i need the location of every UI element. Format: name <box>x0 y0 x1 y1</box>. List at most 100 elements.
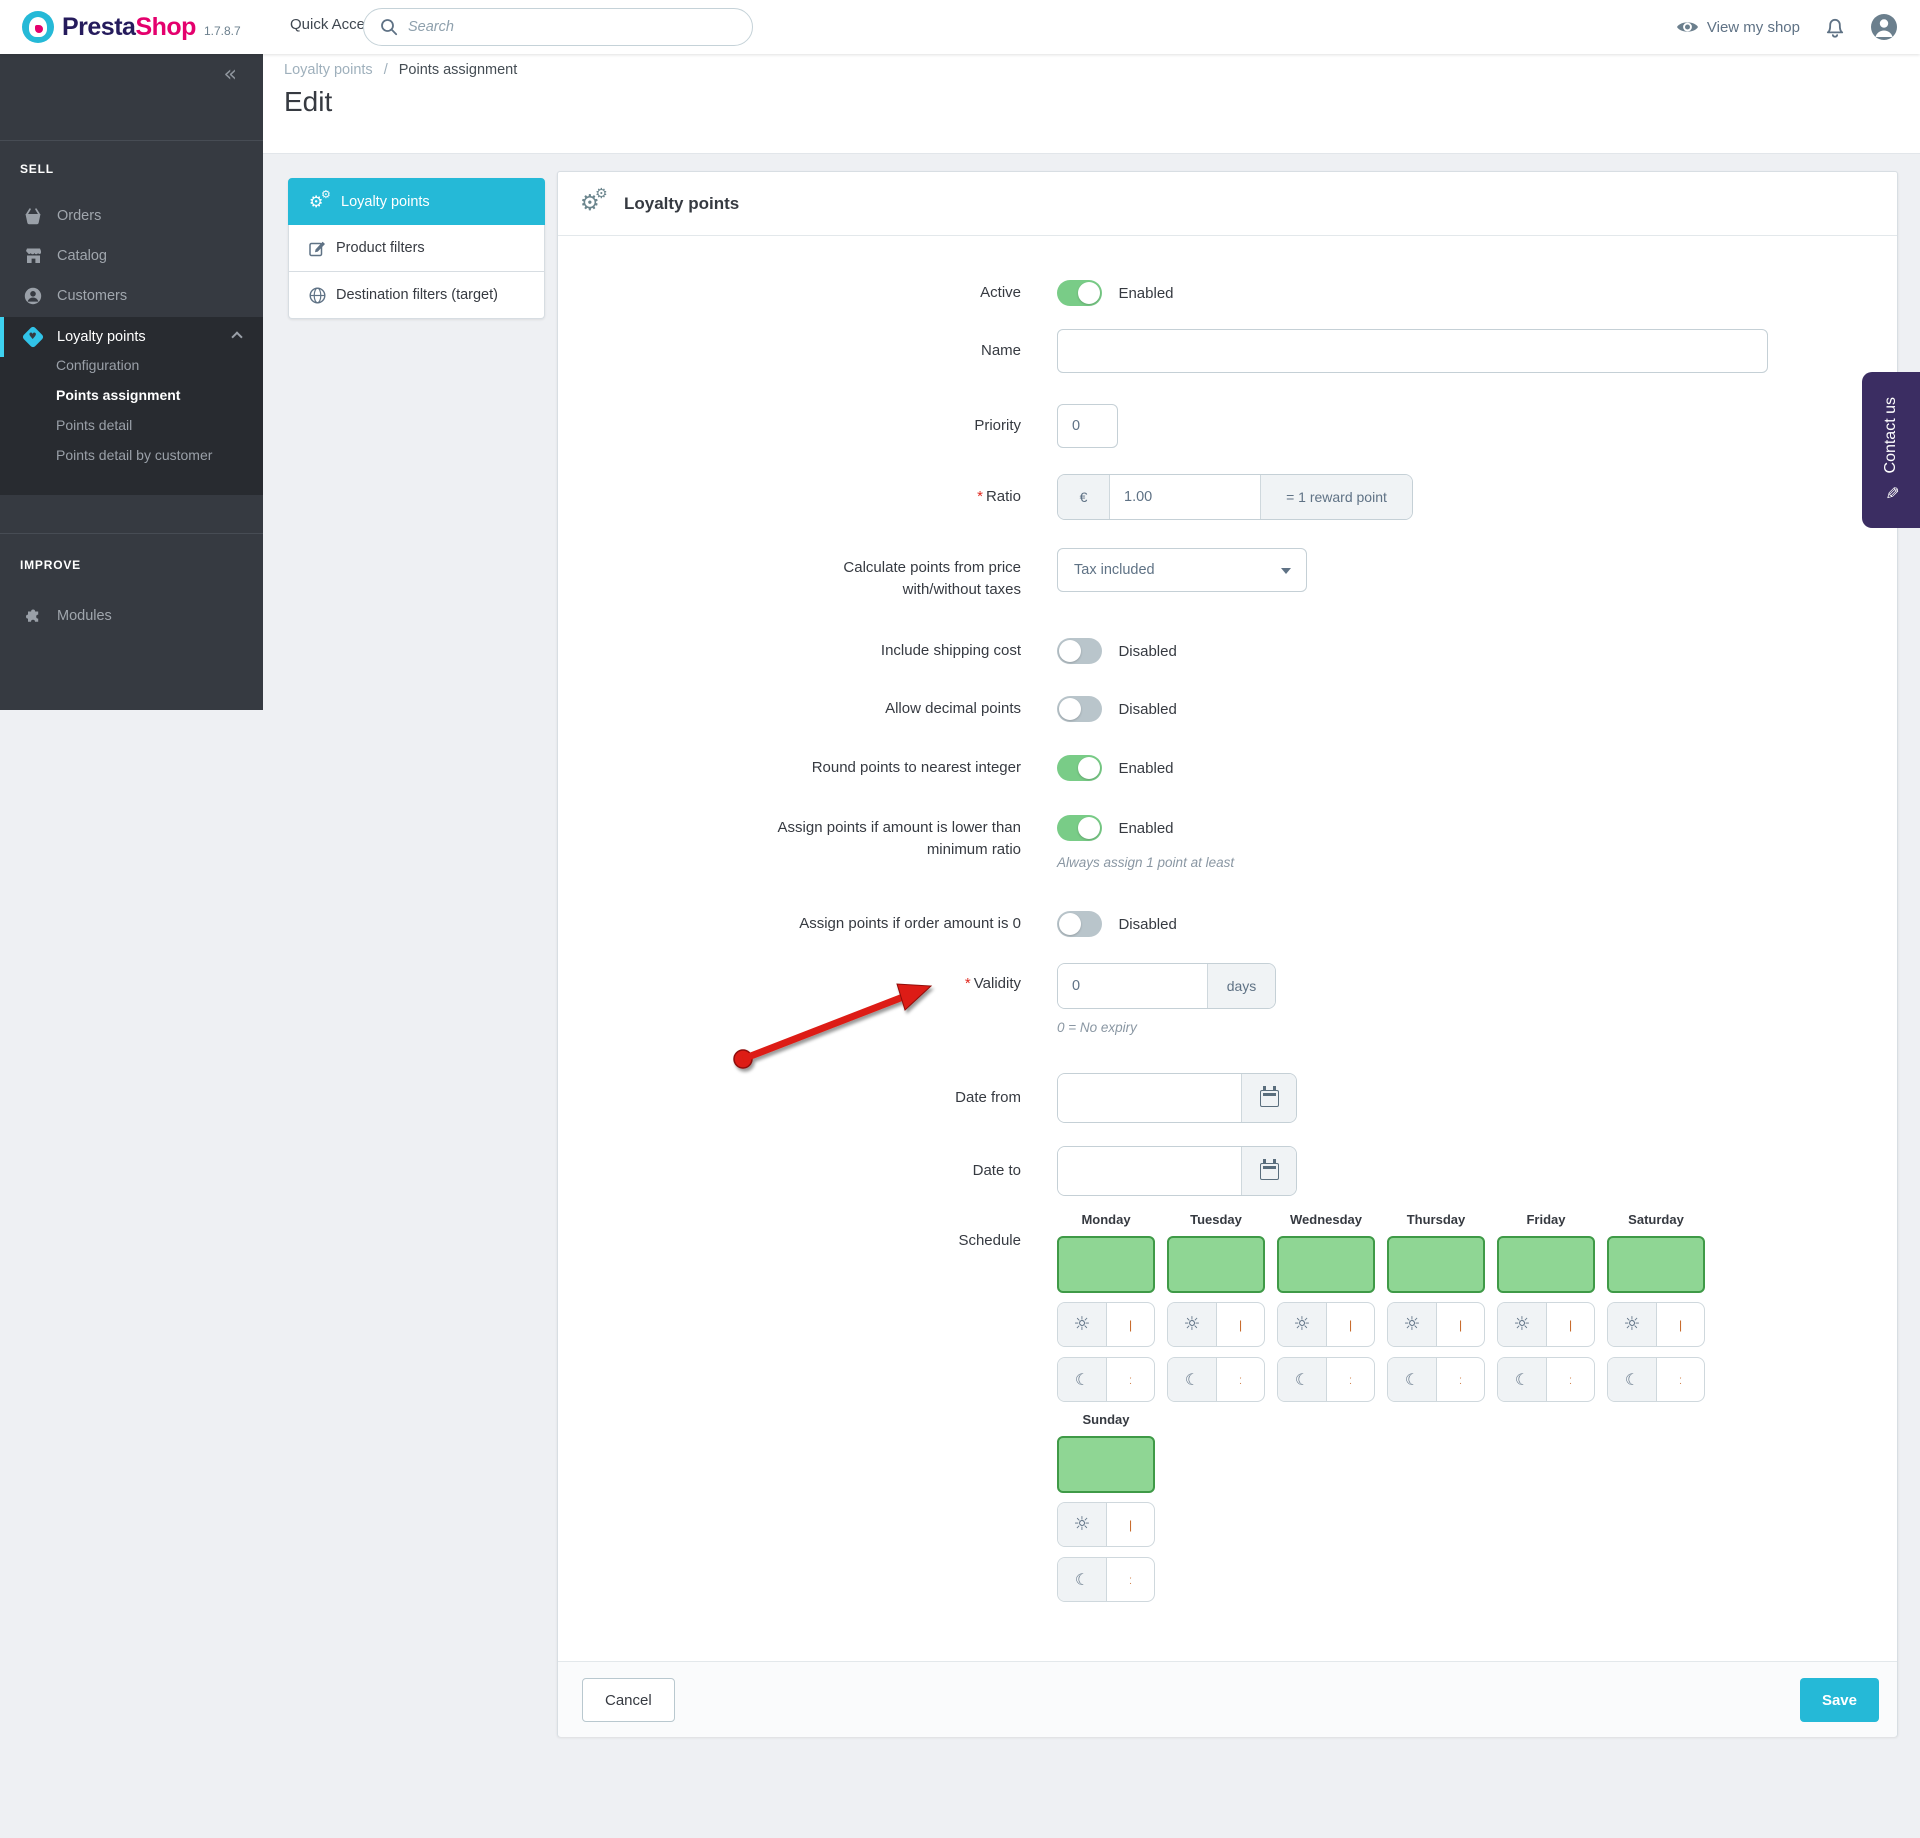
date-to-input[interactable] <box>1058 1147 1241 1195</box>
schedule-night-start-input[interactable]: ː <box>1678 1372 1683 1387</box>
user-avatar-icon[interactable] <box>1870 13 1898 41</box>
schedule-night-start-input[interactable]: ː <box>1458 1372 1463 1387</box>
tab-label: Loyalty points <box>341 193 430 210</box>
panel-header: ⚙ ⚙ Loyalty points <box>558 172 1897 236</box>
required-asterisk: * <box>977 488 983 505</box>
shipping-toggle[interactable] <box>1057 638 1102 664</box>
sidebar-item-loyalty-points[interactable]: ♥ Loyalty points <box>0 317 263 357</box>
tab-destination-filters[interactable]: Destination filters (target) <box>288 272 545 319</box>
schedule-day-start-input[interactable]: | <box>1678 1317 1683 1332</box>
calendar-icon[interactable] <box>1241 1147 1296 1195</box>
round-label: Round points to nearest integer <box>811 759 1021 776</box>
schedule-night-start-input[interactable]: ː <box>1348 1372 1353 1387</box>
prestashop-logo[interactable]: PrestaShop 1.7.8.7 <box>22 11 241 43</box>
sidebar-subitem-points-assignment[interactable]: Points assignment <box>56 387 181 403</box>
tax-select[interactable]: Tax included <box>1057 548 1307 592</box>
sidebar-item-label: Orders <box>57 208 102 224</box>
schedule-day-toggle[interactable] <box>1057 1436 1155 1493</box>
schedule-night-start-group: ☾ ː <box>1167 1357 1265 1402</box>
schedule-night-start-group: ☾ ː <box>1277 1357 1375 1402</box>
notification-bell-icon[interactable] <box>1824 15 1846 39</box>
sun-icon: ☼ <box>1168 1303 1217 1346</box>
version-label: 1.7.8.7 <box>203 24 241 38</box>
schedule-day-toggle[interactable] <box>1057 1236 1155 1293</box>
date-to-group <box>1057 1146 1297 1196</box>
schedule-night-start-group: ☾ ː <box>1057 1557 1155 1602</box>
schedule-day-column: Thursday ☼ | ☾ ː <box>1387 1212 1485 1412</box>
reward-point-addon: = 1 reward point <box>1260 475 1412 519</box>
days-addon: days <box>1207 964 1275 1008</box>
min-ratio-toggle[interactable] <box>1057 815 1102 841</box>
name-input[interactable] <box>1057 329 1768 373</box>
schedule-day-start-input[interactable]: | <box>1128 1317 1133 1332</box>
gears-icon: ⚙ ⚙ <box>580 185 608 216</box>
schedule-day-column: Friday ☼ | ☾ ː <box>1497 1212 1595 1412</box>
breadcrumb-parent[interactable]: Loyalty points <box>284 62 373 78</box>
sidebar-item-customers[interactable]: Customers <box>0 276 263 316</box>
sidebar-item-label: Loyalty points <box>57 329 146 345</box>
save-button[interactable]: Save <box>1799 1678 1879 1722</box>
schedule-day-start-input[interactable]: | <box>1348 1317 1353 1332</box>
schedule-night-start-group: ☾ ː <box>1387 1357 1485 1402</box>
active-toggle[interactable] <box>1057 280 1102 306</box>
prestashop-bird-icon <box>22 11 54 43</box>
schedule-day-toggle[interactable] <box>1167 1236 1265 1293</box>
schedule-day-column: Wednesday ☼ | ☾ ː <box>1277 1212 1375 1412</box>
decimal-toggle[interactable] <box>1057 696 1102 722</box>
moon-icon: ☾ <box>1498 1358 1547 1401</box>
sidebar-subitem-points-detail[interactable]: Points detail <box>56 417 133 433</box>
moon-icon: ☾ <box>1168 1358 1217 1401</box>
calendar-icon[interactable] <box>1241 1074 1296 1122</box>
schedule-day-toggle[interactable] <box>1607 1236 1705 1293</box>
validity-help: 0 = No expiry <box>1057 1020 1137 1035</box>
sun-icon: ☼ <box>1388 1303 1437 1346</box>
ratio-input[interactable] <box>1110 475 1260 519</box>
schedule-night-start-input[interactable]: ː <box>1128 1372 1133 1387</box>
schedule-day-name: Saturday <box>1628 1212 1684 1227</box>
active-label: Active <box>980 284 1021 301</box>
sidebar-collapse-button[interactable]: « <box>223 62 237 87</box>
date-from-input[interactable] <box>1058 1074 1241 1122</box>
schedule-night-start-group: ☾ ː <box>1607 1357 1705 1402</box>
tab-loyalty-points[interactable]: ⚙ ⚙ Loyalty points <box>288 178 545 225</box>
zero-order-toggle[interactable] <box>1057 911 1102 937</box>
schedule-night-start-input[interactable]: ː <box>1238 1372 1243 1387</box>
search-bar[interactable] <box>363 8 753 46</box>
schedule-day-start-input[interactable]: | <box>1568 1317 1573 1332</box>
contact-us-tab[interactable]: Contact us ✎ <box>1862 372 1920 528</box>
schedule-day-toggle[interactable] <box>1497 1236 1595 1293</box>
puzzle-icon <box>22 608 44 625</box>
sidebar-item-catalog[interactable]: Catalog <box>0 236 263 276</box>
sidebar-item-label: Customers <box>57 288 128 304</box>
name-label: Name <box>980 342 1021 359</box>
sun-icon: ☼ <box>1278 1303 1327 1346</box>
sidebar-subitem-points-detail-by-customer[interactable]: Points detail by customer <box>56 447 213 463</box>
chevron-up-icon <box>231 331 243 343</box>
schedule-label: Schedule <box>958 1232 1021 1249</box>
schedule-day-start-input[interactable]: | <box>1128 1517 1133 1532</box>
round-toggle[interactable] <box>1057 755 1102 781</box>
sidebar-item-modules[interactable]: Modules <box>0 596 263 636</box>
priority-input[interactable] <box>1057 404 1118 448</box>
tab-product-filters[interactable]: Product filters <box>288 225 545 272</box>
min-ratio-help: Always assign 1 point at least <box>1057 855 1235 870</box>
top-bar: PrestaShop 1.7.8.7 Quick Access▾ View my… <box>0 0 1920 54</box>
validity-input[interactable] <box>1058 964 1207 1008</box>
schedule-day-toggle[interactable] <box>1277 1236 1375 1293</box>
sidebar-item-orders[interactable]: Orders <box>0 196 263 236</box>
search-input[interactable] <box>408 19 728 35</box>
sidebar-nav: « SELL Orders Catalog <box>0 54 263 710</box>
schedule-day-toggle[interactable] <box>1387 1236 1485 1293</box>
schedule-day-start-input[interactable]: | <box>1238 1317 1243 1332</box>
schedule-night-start-input[interactable]: ː <box>1568 1372 1573 1387</box>
view-my-shop-link[interactable]: View my shop <box>1676 19 1800 36</box>
schedule-day-start-group: ☼ | <box>1167 1302 1265 1347</box>
schedule-night-start-input[interactable]: ː <box>1128 1572 1133 1587</box>
moon-icon: ☾ <box>1058 1558 1107 1601</box>
schedule-day-start-input[interactable]: | <box>1458 1317 1463 1332</box>
pencil-square-icon <box>309 241 325 256</box>
sidebar-subitem-configuration[interactable]: Configuration <box>56 357 140 373</box>
tab-label: Destination filters (target) <box>336 287 498 303</box>
cancel-button[interactable]: Cancel <box>582 1678 675 1722</box>
ratio-label: * Ratio <box>977 488 1021 505</box>
